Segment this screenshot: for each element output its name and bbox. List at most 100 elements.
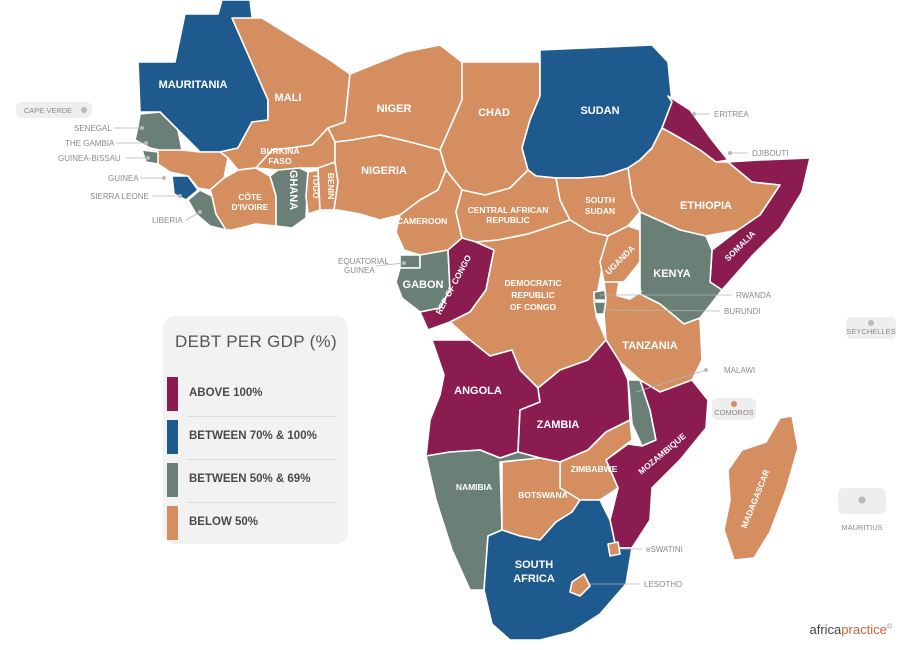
- callout-senegal: SENEGAL: [74, 124, 112, 133]
- label-namibia: NAMIBIA: [456, 482, 492, 492]
- label-burkina-faso-2: FASO: [268, 156, 292, 166]
- label-togo: TOGO: [311, 174, 321, 199]
- label-zimbabwe: ZIMBABWE: [571, 464, 618, 474]
- label-benin: BENIN: [326, 173, 336, 199]
- legend-label: ABOVE 100%: [189, 387, 263, 399]
- callout-comoros: COMOROS: [714, 408, 754, 417]
- callout-box-seychelles: [846, 317, 896, 339]
- label-mauritania: MAURITANIA: [159, 79, 228, 91]
- country-namibia: [425, 449, 541, 591]
- brand-logo: africapractice©: [809, 622, 893, 637]
- country-togo: [305, 169, 321, 215]
- dot-guinea-bissau: [146, 156, 150, 160]
- lake-victoria: [616, 278, 642, 300]
- callout-guinea-bissau: GUINEA-BISSAU: [58, 154, 121, 163]
- country-sierra-leone: [171, 175, 199, 201]
- label-car-1: CENTRAL AFRICAN: [468, 205, 549, 215]
- callout-mauritius: MAURITIUS: [841, 523, 882, 532]
- dot-senegal: [140, 126, 144, 130]
- dot-sierra-leone: [178, 194, 182, 198]
- dot-cape-verde: [81, 107, 87, 113]
- label-mali: MALI: [275, 92, 302, 104]
- country-eswatini: [607, 541, 621, 557]
- legend-item-above-100: ABOVE 100%: [167, 377, 337, 417]
- legend-title: DEBT PER GDP (%): [175, 332, 337, 351]
- lead-burundi: [601, 309, 721, 312]
- label-cote-divoire-1: CÔTE: [238, 191, 262, 202]
- label-south-sudan-1: SOUTH: [585, 195, 615, 205]
- label-sudan: SUDAN: [580, 105, 619, 117]
- dot-malawi: [704, 368, 708, 372]
- label-south-africa-1: SOUTH: [515, 559, 554, 571]
- country-ghana: [269, 167, 309, 229]
- dot-comoros: [731, 401, 737, 407]
- callout-lesotho: LESOTHO: [644, 580, 682, 589]
- label-niger: NIGER: [377, 103, 412, 115]
- dot-djibouti: [728, 151, 732, 155]
- callout-eswatini: eSWATINI: [646, 545, 683, 554]
- legend-label: BELOW 50%: [189, 516, 259, 528]
- label-south-sudan-2: SUDAN: [585, 206, 615, 216]
- callout-seychelles: SEYCHELLES: [846, 327, 895, 336]
- callout-box-cape-verde: [16, 102, 92, 118]
- label-angola: ANGOLA: [454, 385, 502, 397]
- legend-swatch: [167, 506, 178, 540]
- country-uganda: [599, 225, 641, 283]
- lead-equatorial-guinea: [375, 262, 405, 267]
- callout-djibouti: DJIBOUTI: [752, 149, 788, 158]
- label-drc-3: OF CONGO: [510, 302, 557, 312]
- dot-equatorial-guinea: [402, 261, 406, 265]
- country-guinea-bissau: [141, 149, 159, 165]
- callout-equatorial-guinea-2: GUINEA: [344, 266, 375, 275]
- label-drc-2: REPUBLIC: [511, 290, 554, 300]
- dot-guinea: [162, 176, 166, 180]
- callout-burundi: BURUNDI: [724, 307, 760, 316]
- lead-liberia: [185, 211, 201, 221]
- callout-liberia: LIBERIA: [152, 216, 183, 225]
- dot-eritrea: [692, 112, 696, 116]
- label-cameroon: CAMEROON: [397, 216, 448, 226]
- country-lesotho: [569, 573, 591, 597]
- legend-item-70-100: BETWEEN 70% & 100%: [167, 420, 337, 460]
- label-nigeria: NIGERIA: [361, 165, 407, 177]
- label-tanzania: TANZANIA: [622, 340, 677, 352]
- label-botswana: BOTSWANA: [518, 490, 568, 500]
- dot-liberia: [198, 210, 202, 214]
- callout-box-comoros: [712, 398, 756, 420]
- legend: DEBT PER GDP (%) ABOVE 100% BETWEEN 70% …: [163, 316, 348, 544]
- legend-item-50-69: BETWEEN 50% & 69%: [167, 463, 337, 503]
- legend-item-below-50: BELOW 50%: [167, 506, 337, 540]
- dot-seychelles: [868, 320, 874, 326]
- label-car-2: REPUBLIC: [486, 215, 529, 225]
- callout-guinea: GUINEA: [108, 174, 139, 183]
- legend-label: BETWEEN 50% & 69%: [189, 473, 311, 485]
- legend-swatch: [167, 463, 178, 497]
- country-niger: [327, 44, 463, 151]
- label-zambia: ZAMBIA: [537, 419, 580, 431]
- label-kenya: KENYA: [653, 268, 691, 280]
- label-burkina-faso-1: BURKINA: [260, 146, 299, 156]
- country-madagascar: [723, 415, 799, 561]
- legend-swatch: [167, 420, 178, 454]
- label-gabon: GABON: [403, 279, 444, 291]
- label-drc-1: DEMOCRATIC: [505, 278, 562, 288]
- label-cote-divoire-2: D'IVOIRE: [232, 202, 269, 212]
- label-chad: CHAD: [478, 107, 510, 119]
- callout-the-gambia: THE GAMBIA: [65, 139, 115, 148]
- callout-eritrea: ERITREA: [714, 110, 749, 119]
- lead-malawi: [635, 369, 707, 393]
- country-kenya: [639, 211, 723, 325]
- label-ghana: GHANA: [287, 170, 299, 210]
- label-south-africa-2: AFRICA: [513, 573, 555, 585]
- callout-equatorial-guinea-1: EQUATORIAL: [338, 257, 389, 266]
- callout-rwanda: RWANDA: [736, 291, 772, 300]
- label-ethiopia: ETHIOPIA: [680, 200, 732, 212]
- country-south-sudan: [555, 167, 641, 237]
- dot-the-gambia: [144, 141, 148, 145]
- callout-sierra-leone: SIERRA LEONE: [90, 192, 149, 201]
- legend-swatch: [167, 377, 178, 411]
- callout-malawi: MALAWI: [724, 366, 755, 375]
- dot-mauritius: [858, 496, 866, 504]
- callout-cape-verde: CAPE VERDE: [24, 106, 72, 115]
